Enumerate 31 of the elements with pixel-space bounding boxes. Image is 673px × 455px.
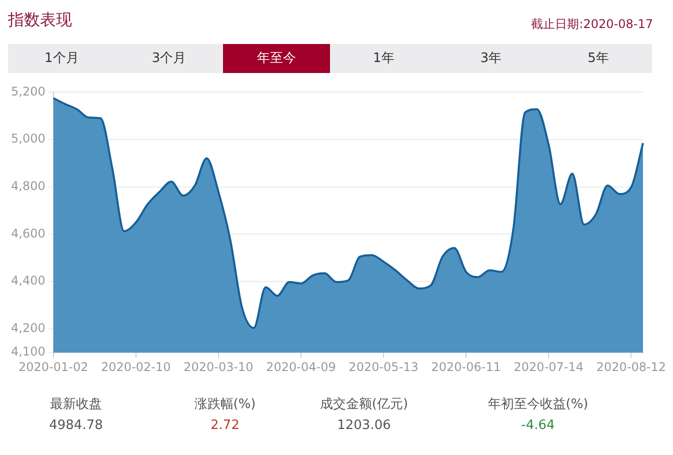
y-tick-label: 4,100 <box>10 344 46 359</box>
y-tick-label: 5,200 <box>10 84 46 98</box>
x-tick-label: 2020-07-14 <box>514 360 584 374</box>
chart-subtitle: 截止日期:2020-08-17 <box>531 16 653 33</box>
text: -4.64 <box>520 418 556 433</box>
x-tick-label: 2020-04-09 <box>266 360 336 374</box>
text: 1年 <box>372 50 396 68</box>
text: 4984.78 <box>48 418 104 433</box>
text: 最新收盘 <box>49 396 103 413</box>
text: 成交金额(亿元) <box>318 396 410 413</box>
x-tick-label: 2020-05-13 <box>348 360 418 374</box>
text: 涨跌幅(%) <box>193 396 257 413</box>
text: 1个月 <box>44 50 80 68</box>
text: 1203.06 <box>336 418 392 433</box>
x-tick-label: 2020-02-10 <box>101 360 171 374</box>
x-tick-label: 2020-08-12 <box>596 360 666 374</box>
chart-title: 指数表现 <box>8 10 72 31</box>
x-tick-label: 2020-06-11 <box>431 360 501 374</box>
x-tick-label: 2020-03-10 <box>184 360 254 374</box>
y-tick-label: 5,000 <box>10 132 46 146</box>
text: 3个月 <box>150 50 188 68</box>
y-tick-label: 4,200 <box>10 321 46 336</box>
x-tick-label: 2020-01-02 <box>18 360 88 374</box>
text: 2.72 <box>210 418 240 433</box>
text: 年初至今收益(%) <box>486 396 590 413</box>
y-tick-label: 4,600 <box>10 226 46 240</box>
text: 3年 <box>479 50 503 68</box>
text: 年至今 <box>222 44 330 73</box>
y-tick-label: 4,800 <box>10 179 46 194</box>
y-tick-label: 4,400 <box>10 274 46 288</box>
text: 5年 <box>586 50 610 68</box>
